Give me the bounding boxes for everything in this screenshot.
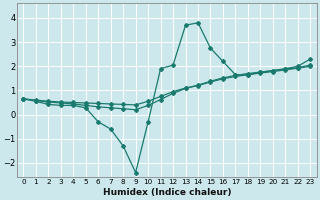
X-axis label: Humidex (Indice chaleur): Humidex (Indice chaleur) <box>103 188 231 197</box>
